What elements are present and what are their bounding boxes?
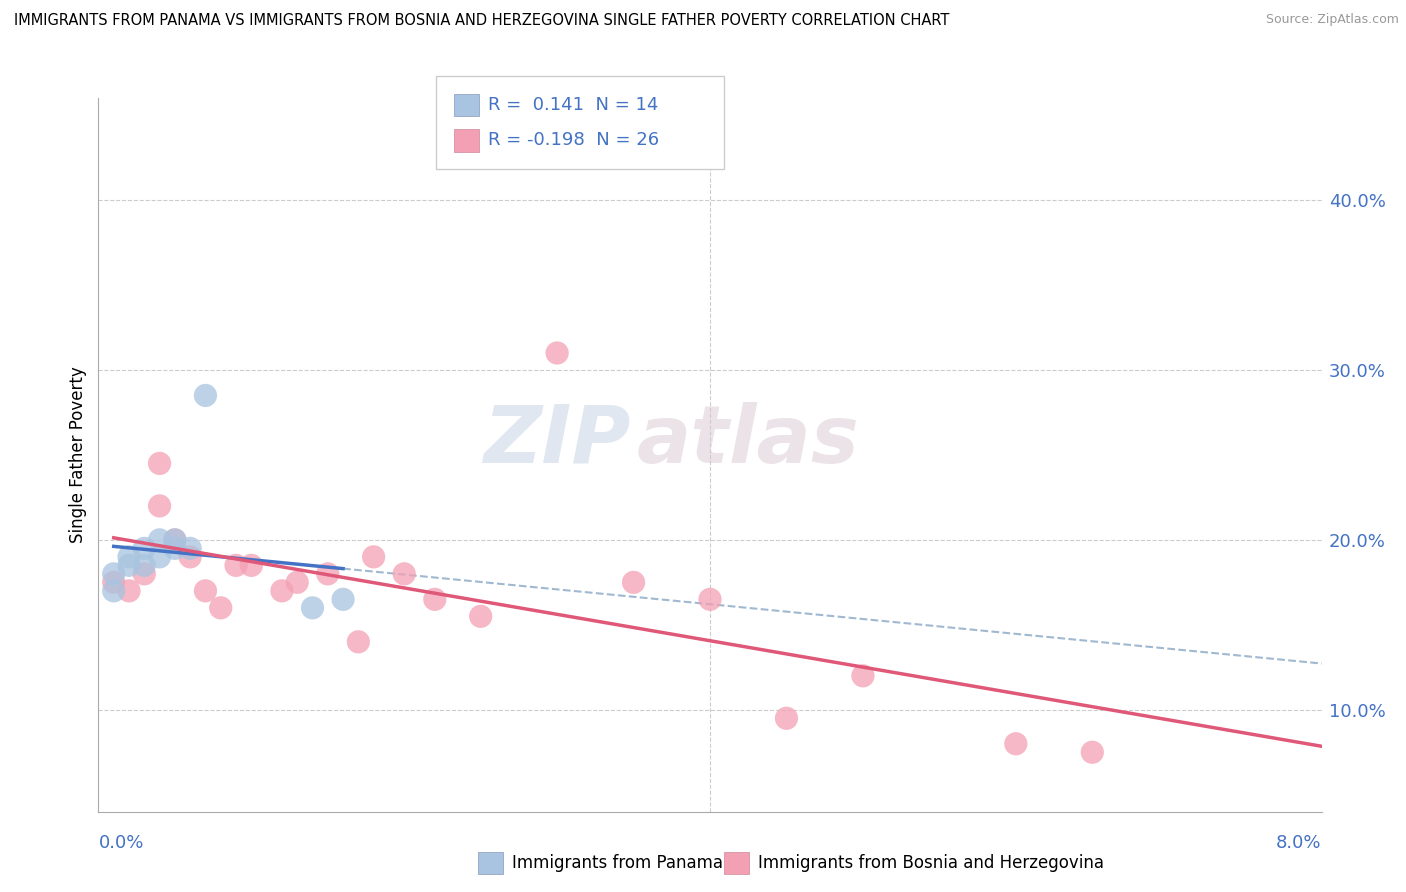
- Point: [775, 711, 797, 725]
- Point: [423, 592, 446, 607]
- Point: [149, 533, 172, 547]
- Point: [285, 575, 308, 590]
- Text: atlas: atlas: [637, 401, 859, 480]
- Text: Immigrants from Panama: Immigrants from Panama: [512, 854, 723, 871]
- Point: [134, 566, 156, 581]
- Text: Source: ZipAtlas.com: Source: ZipAtlas.com: [1265, 13, 1399, 27]
- Point: [316, 566, 339, 581]
- Point: [134, 541, 156, 556]
- Point: [1004, 737, 1026, 751]
- Text: Immigrants from Bosnia and Herzegovina: Immigrants from Bosnia and Herzegovina: [758, 854, 1104, 871]
- Point: [301, 600, 323, 615]
- Point: [699, 592, 721, 607]
- Point: [103, 566, 125, 581]
- Point: [270, 583, 294, 598]
- Point: [546, 346, 568, 360]
- Text: R = -0.198  N = 26: R = -0.198 N = 26: [488, 131, 659, 150]
- Point: [163, 541, 186, 556]
- Point: [623, 575, 645, 590]
- Point: [194, 583, 217, 598]
- Point: [194, 388, 217, 402]
- Point: [470, 609, 492, 624]
- Point: [209, 600, 232, 615]
- Point: [392, 566, 416, 581]
- Point: [149, 457, 172, 471]
- Point: [118, 558, 141, 573]
- Point: [332, 592, 354, 607]
- Text: R =  0.141  N = 14: R = 0.141 N = 14: [488, 95, 658, 114]
- Text: ZIP: ZIP: [484, 401, 630, 480]
- Point: [363, 549, 385, 564]
- Point: [1081, 745, 1104, 759]
- Text: 8.0%: 8.0%: [1277, 834, 1322, 852]
- Point: [240, 558, 263, 573]
- Point: [103, 575, 125, 590]
- Point: [347, 635, 370, 649]
- Point: [118, 583, 141, 598]
- Text: IMMIGRANTS FROM PANAMA VS IMMIGRANTS FROM BOSNIA AND HERZEGOVINA SINGLE FATHER P: IMMIGRANTS FROM PANAMA VS IMMIGRANTS FRO…: [14, 13, 949, 29]
- Text: 0.0%: 0.0%: [98, 834, 143, 852]
- Point: [163, 533, 186, 547]
- Point: [149, 549, 172, 564]
- Point: [134, 558, 156, 573]
- Point: [118, 549, 141, 564]
- Point: [179, 541, 201, 556]
- Y-axis label: Single Father Poverty: Single Father Poverty: [69, 367, 87, 543]
- Point: [163, 533, 186, 547]
- Point: [179, 549, 201, 564]
- Point: [225, 558, 247, 573]
- Point: [852, 669, 875, 683]
- Point: [149, 499, 172, 513]
- Point: [103, 583, 125, 598]
